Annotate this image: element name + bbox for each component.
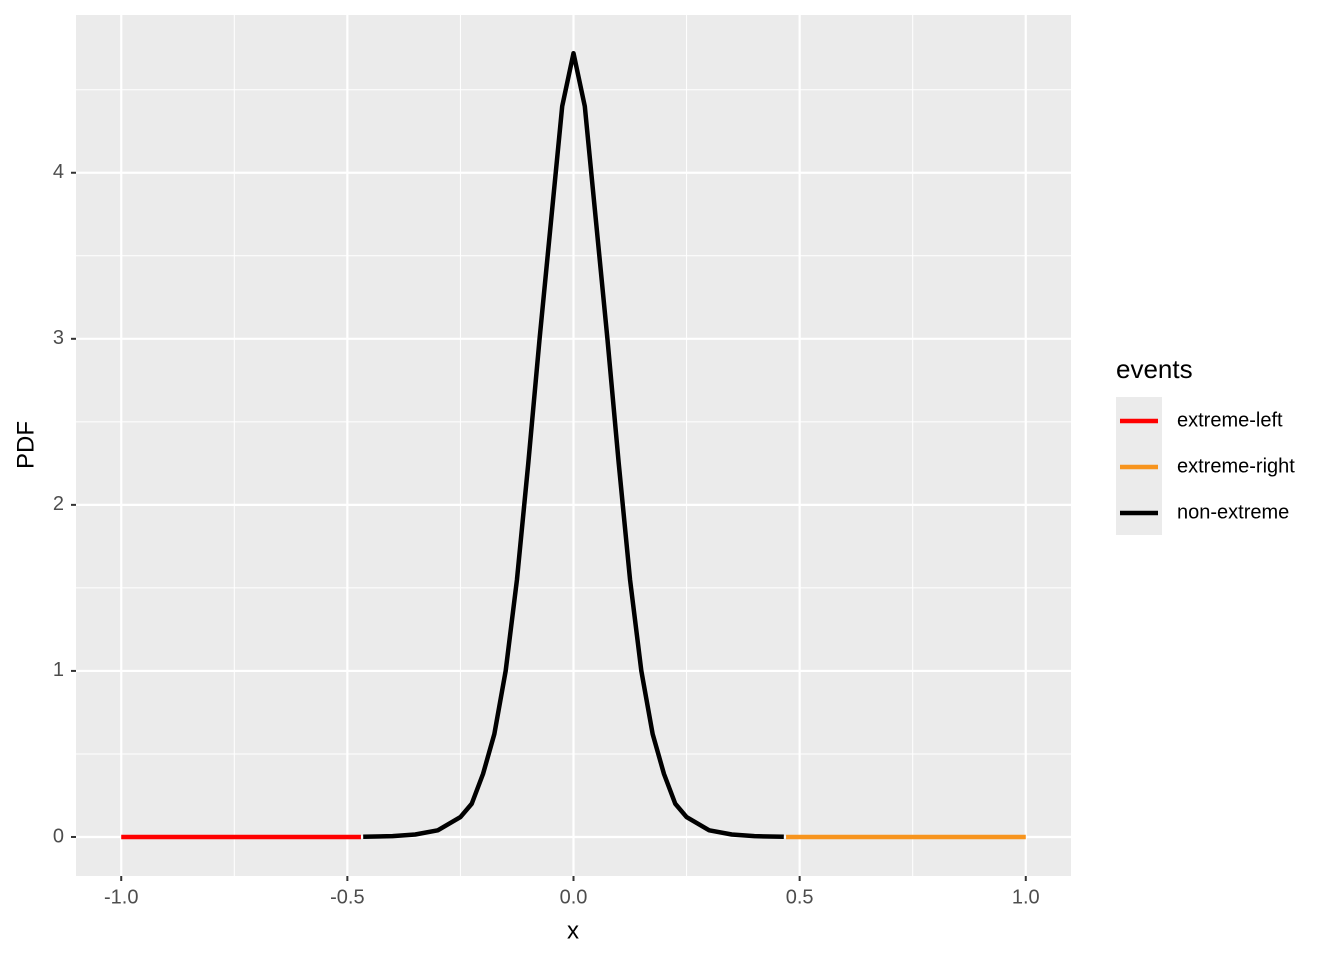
y-tick-label: 1 (53, 659, 64, 681)
x-tick-label: 1.0 (1012, 886, 1040, 908)
y-tick-label: 2 (53, 493, 64, 515)
x-tick-label: -1.0 (104, 886, 138, 908)
y-axis-title: PDF (12, 421, 39, 469)
legend-label: extreme-left (1177, 409, 1283, 431)
y-tick-label: 0 (53, 825, 64, 847)
x-axis-title: x (567, 917, 579, 944)
legend-label: non-extreme (1177, 501, 1289, 523)
y-tick-label: 4 (53, 161, 64, 183)
x-tick-label: 0.5 (786, 886, 814, 908)
series-line (363, 50, 784, 840)
x-tick-label: -0.5 (330, 886, 364, 908)
y-tick-label: 3 (53, 327, 64, 349)
x-tick-label: 0.0 (560, 886, 588, 908)
legend-label: extreme-right (1177, 455, 1295, 477)
legend-title: events (1116, 354, 1193, 384)
